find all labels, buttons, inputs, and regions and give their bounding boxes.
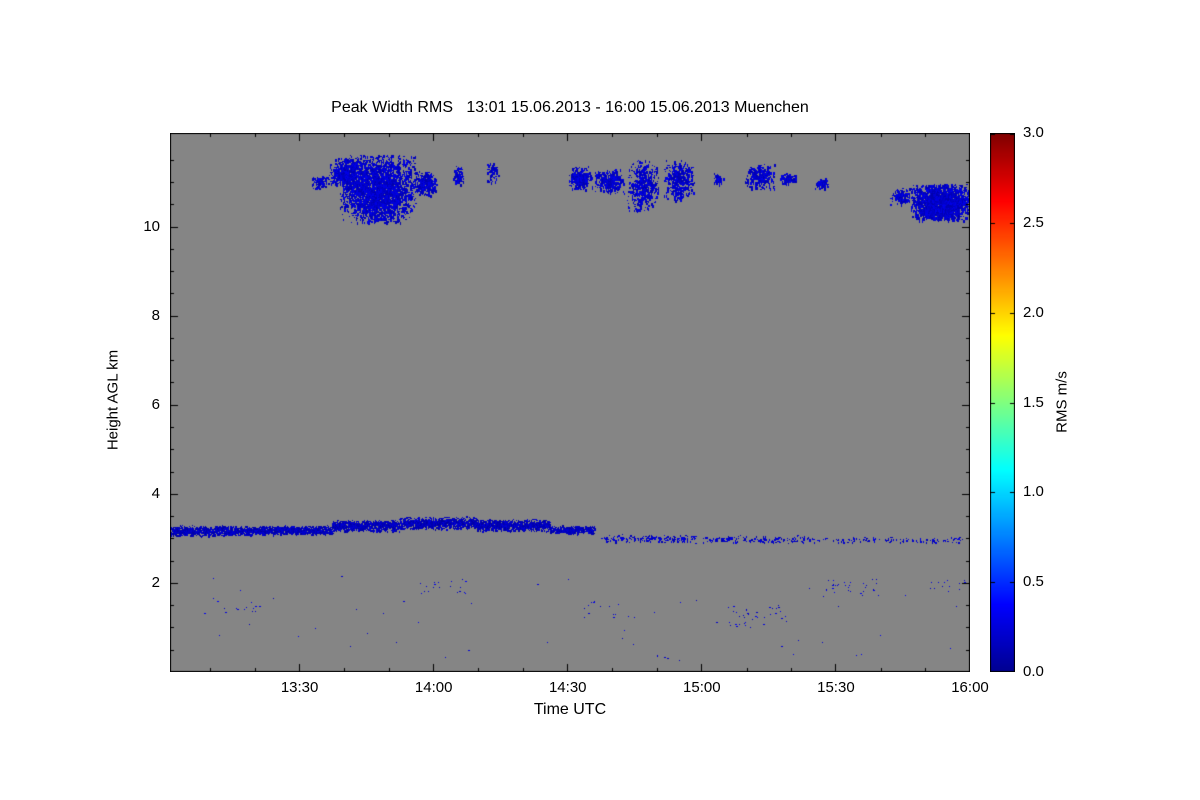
x-tick-label: 16:00 [951, 679, 989, 696]
y-axis-title: Height AGL km [104, 349, 122, 451]
y-tick-label: 10 [143, 217, 160, 235]
x-tick-label: 15:30 [817, 679, 855, 696]
colorbar-tick-label: 2.0 [1023, 303, 1044, 321]
y-tick-label: 8 [151, 306, 160, 324]
x-tick-label: 14:30 [548, 679, 587, 696]
colorbar-tick-label: 1.0 [1023, 483, 1044, 501]
colorbar-tick-label: 0.0 [1023, 663, 1044, 680]
x-tick-label: 15:00 [683, 679, 721, 696]
plot-heatmap-canvas [170, 133, 970, 672]
x-tick-label: 14:00 [414, 679, 453, 696]
y-tick-label: 4 [151, 484, 160, 502]
colorbar-tick-label: 2.5 [1023, 213, 1044, 231]
colorbar-tick-label: 3.0 [1023, 124, 1044, 141]
chart-title: Peak Width RMS 13:01 15.06.2013 - 16:00 … [331, 99, 809, 116]
x-axis-title: Time UTC [533, 701, 607, 718]
colorbar-axis-title: RMS m/s [1053, 371, 1071, 433]
colorbar-canvas [990, 133, 1015, 672]
x-tick-label: 13:30 [280, 679, 319, 696]
colorbar-tick-label: 0.5 [1023, 573, 1044, 591]
y-tick-label: 2 [151, 573, 160, 591]
